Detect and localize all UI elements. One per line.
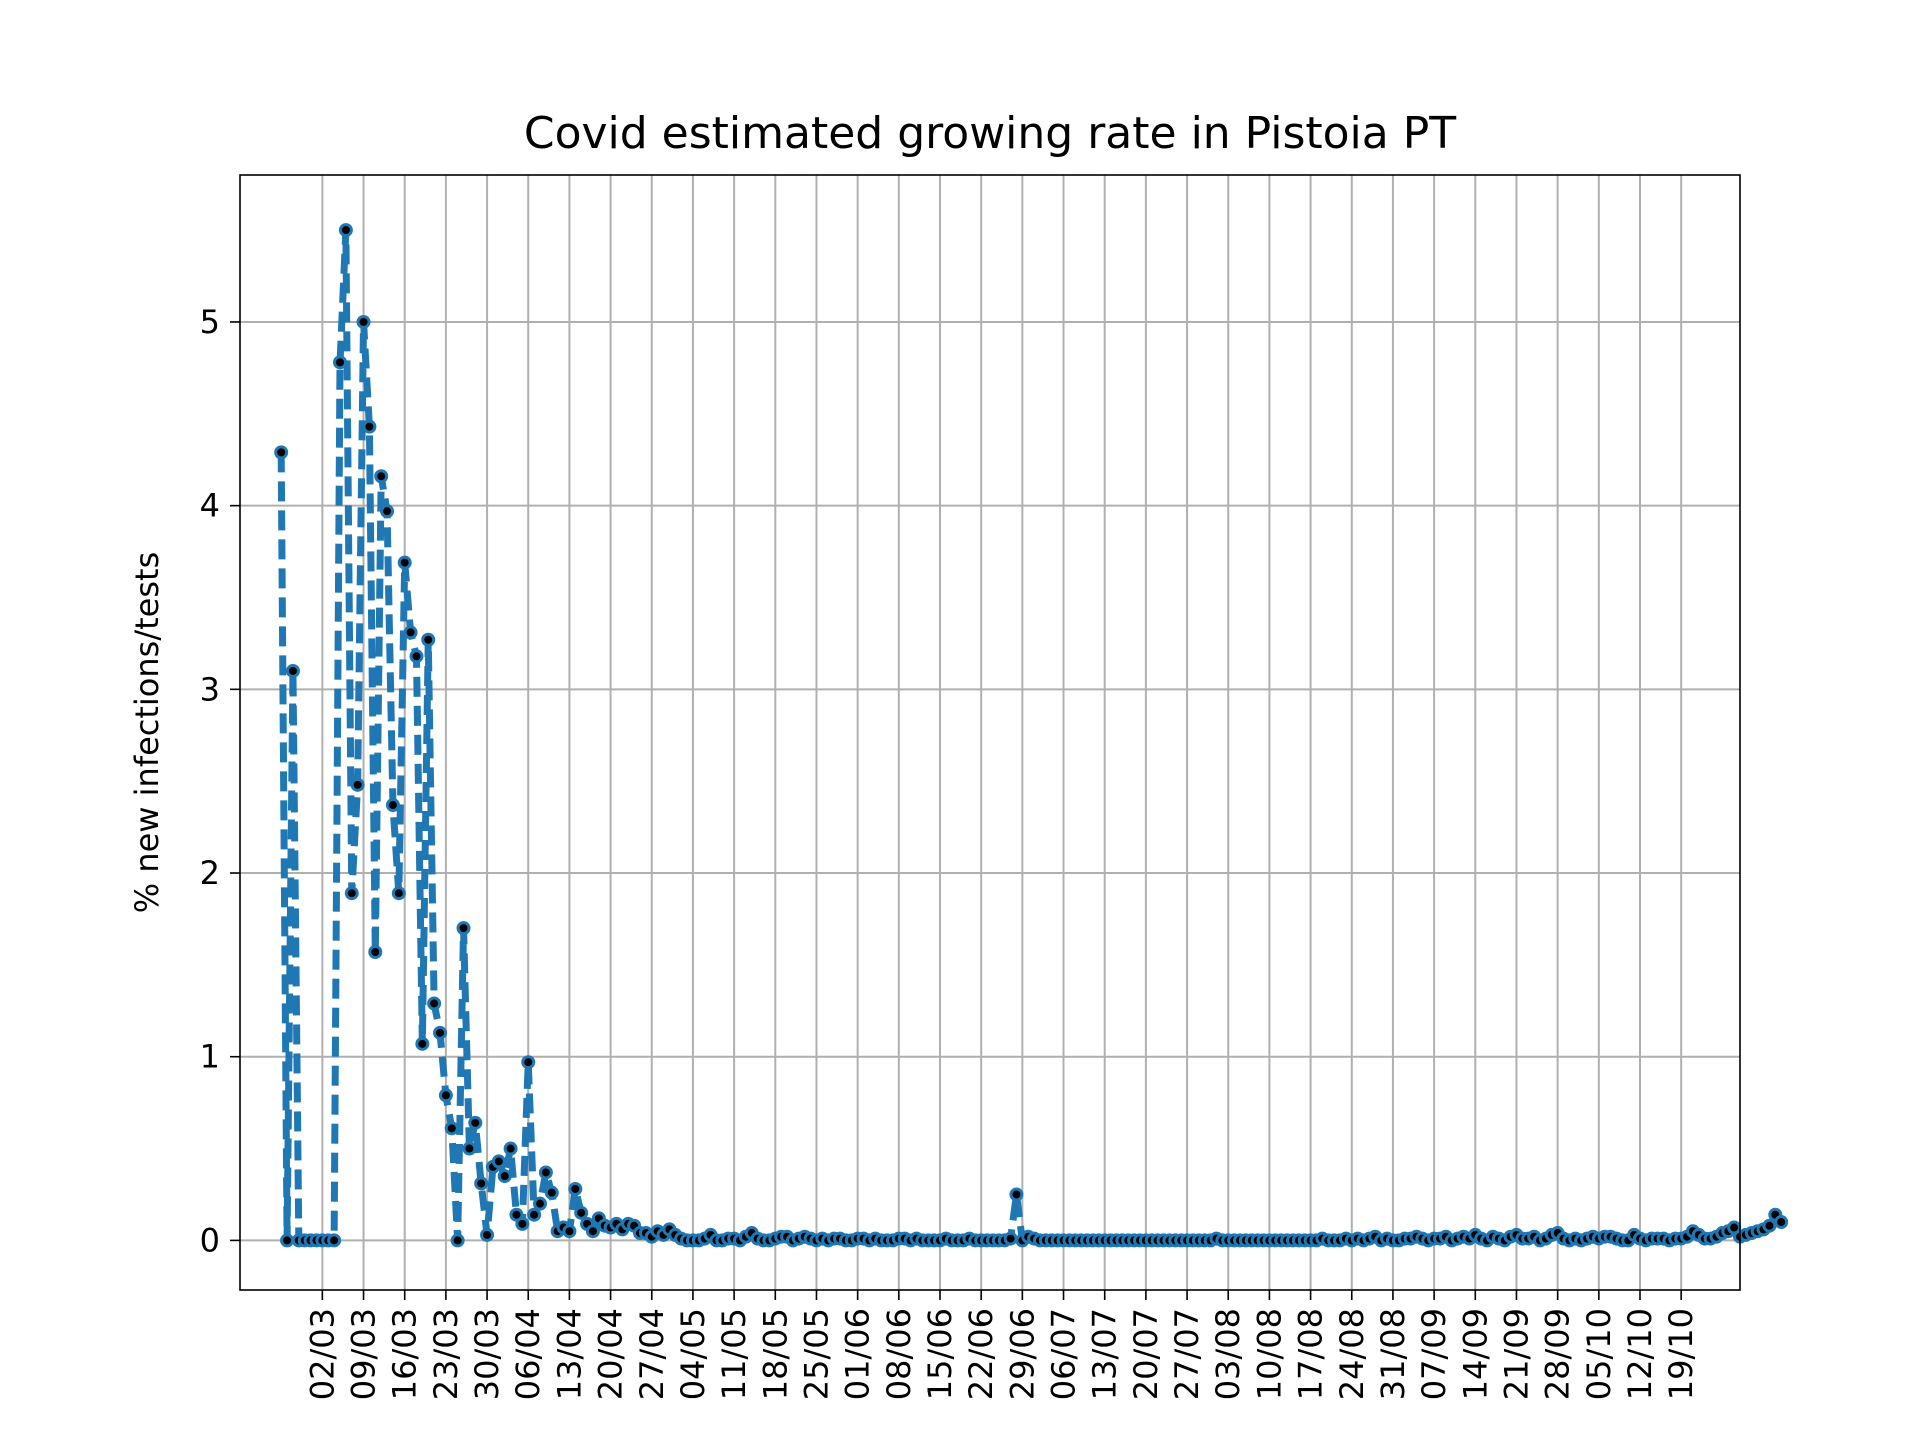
data-point	[333, 355, 347, 370]
data-point	[1009, 1187, 1024, 1202]
data-point	[474, 1176, 489, 1191]
x-tick-label: 22/06	[962, 1308, 1000, 1400]
data-point	[427, 996, 442, 1011]
data-point	[533, 1196, 547, 1211]
x-tick-label: 14/09	[1456, 1308, 1494, 1400]
data-point	[391, 886, 406, 901]
data-point	[574, 1205, 589, 1220]
data-point	[503, 1141, 518, 1156]
data-point	[462, 1141, 477, 1156]
x-tick-label: 04/05	[674, 1308, 712, 1400]
x-tick-label: 21/09	[1497, 1308, 1535, 1400]
x-tick-label: 20/07	[1127, 1308, 1165, 1400]
data-point	[1762, 1218, 1777, 1233]
x-tick-label: 06/07	[1045, 1308, 1083, 1400]
x-tick-label: 06/04	[509, 1308, 547, 1400]
data-point	[350, 777, 365, 792]
x-tick-label: 09/03	[345, 1308, 383, 1400]
data-point	[368, 945, 383, 960]
data-point	[444, 1121, 459, 1136]
data-point	[538, 1165, 553, 1180]
data-point	[562, 1224, 577, 1239]
x-tick-label: 23/03	[427, 1308, 465, 1400]
data-point	[338, 223, 353, 238]
x-tick-label: 10/08	[1250, 1308, 1288, 1400]
data-point	[515, 1216, 530, 1231]
data-point	[433, 1025, 447, 1040]
y-tick-label: 1	[200, 1038, 220, 1076]
y-axis-ticks: 0 1 2 3 4 5	[200, 303, 240, 1259]
data-point	[280, 1233, 295, 1248]
x-tick-label: 13/04	[550, 1308, 588, 1400]
y-tick-label: 0	[200, 1221, 220, 1259]
data-point	[403, 625, 418, 640]
x-tick-label: 20/04	[592, 1308, 630, 1400]
data-series	[274, 223, 1789, 1248]
data-point	[456, 921, 471, 936]
data-point	[327, 1233, 342, 1248]
plot-frame	[239, 174, 1741, 1291]
x-tick-label: 12/10	[1621, 1308, 1659, 1400]
chart-title: Covid estimated growing rate in Pistoia …	[524, 108, 1456, 159]
data-point	[468, 1115, 483, 1130]
data-point	[374, 469, 389, 484]
x-tick-label: 07/09	[1415, 1308, 1453, 1400]
data-point	[385, 798, 400, 813]
x-tick-label: 27/04	[633, 1308, 671, 1400]
data-point	[1774, 1215, 1789, 1230]
data-point	[397, 555, 412, 570]
x-tick-label: 15/06	[921, 1308, 959, 1400]
x-tick-label: 16/03	[386, 1308, 424, 1400]
x-tick-label: 28/09	[1539, 1308, 1577, 1400]
x-tick-label: 03/08	[1209, 1308, 1247, 1400]
y-tick-label: 4	[200, 487, 220, 525]
x-tick-label: 25/05	[797, 1308, 835, 1400]
data-point	[527, 1207, 542, 1222]
data-point	[356, 314, 371, 329]
x-tick-label: 02/03	[303, 1308, 341, 1400]
data-point	[497, 1169, 512, 1184]
data-point	[480, 1227, 495, 1242]
x-tick-label: 24/08	[1333, 1308, 1371, 1400]
data-point	[380, 504, 395, 519]
data-point	[421, 632, 436, 647]
x-tick-label: 05/10	[1580, 1308, 1618, 1400]
x-tick-label: 31/08	[1374, 1308, 1412, 1400]
data-point	[409, 649, 424, 664]
x-tick-label: 29/06	[1003, 1308, 1041, 1400]
x-tick-label: 18/05	[756, 1308, 794, 1400]
x-tick-label: 17/08	[1292, 1308, 1330, 1400]
data-point	[450, 1233, 465, 1248]
data-point	[274, 445, 289, 460]
data-point	[521, 1055, 536, 1070]
x-tick-label: 13/07	[1086, 1308, 1124, 1400]
data-point	[491, 1154, 506, 1169]
x-axis-ticks: 02/03 09/03 16/03 23/03 30/03 06/04 13/04 20/04…	[303, 1290, 1700, 1400]
data-point	[438, 1088, 453, 1103]
x-tick-label: 27/07	[1168, 1308, 1206, 1400]
data-point	[1003, 1231, 1018, 1246]
y-tick-label: 5	[200, 303, 220, 341]
data-point	[285, 663, 300, 678]
x-tick-label: 19/10	[1662, 1308, 1700, 1400]
data-point	[415, 1036, 430, 1051]
x-tick-label: 30/03	[468, 1308, 506, 1400]
x-tick-label: 01/06	[839, 1308, 877, 1400]
data-point	[544, 1185, 559, 1200]
data-point	[362, 419, 377, 434]
data-point	[585, 1224, 600, 1239]
data-point	[568, 1181, 583, 1196]
x-tick-label: 11/05	[715, 1308, 753, 1400]
y-tick-label: 3	[200, 670, 220, 708]
x-tick-label: 08/06	[880, 1308, 918, 1400]
y-tick-label: 2	[200, 854, 220, 892]
y-axis-label: % new infections/tests	[128, 552, 166, 913]
data-point	[344, 886, 359, 901]
